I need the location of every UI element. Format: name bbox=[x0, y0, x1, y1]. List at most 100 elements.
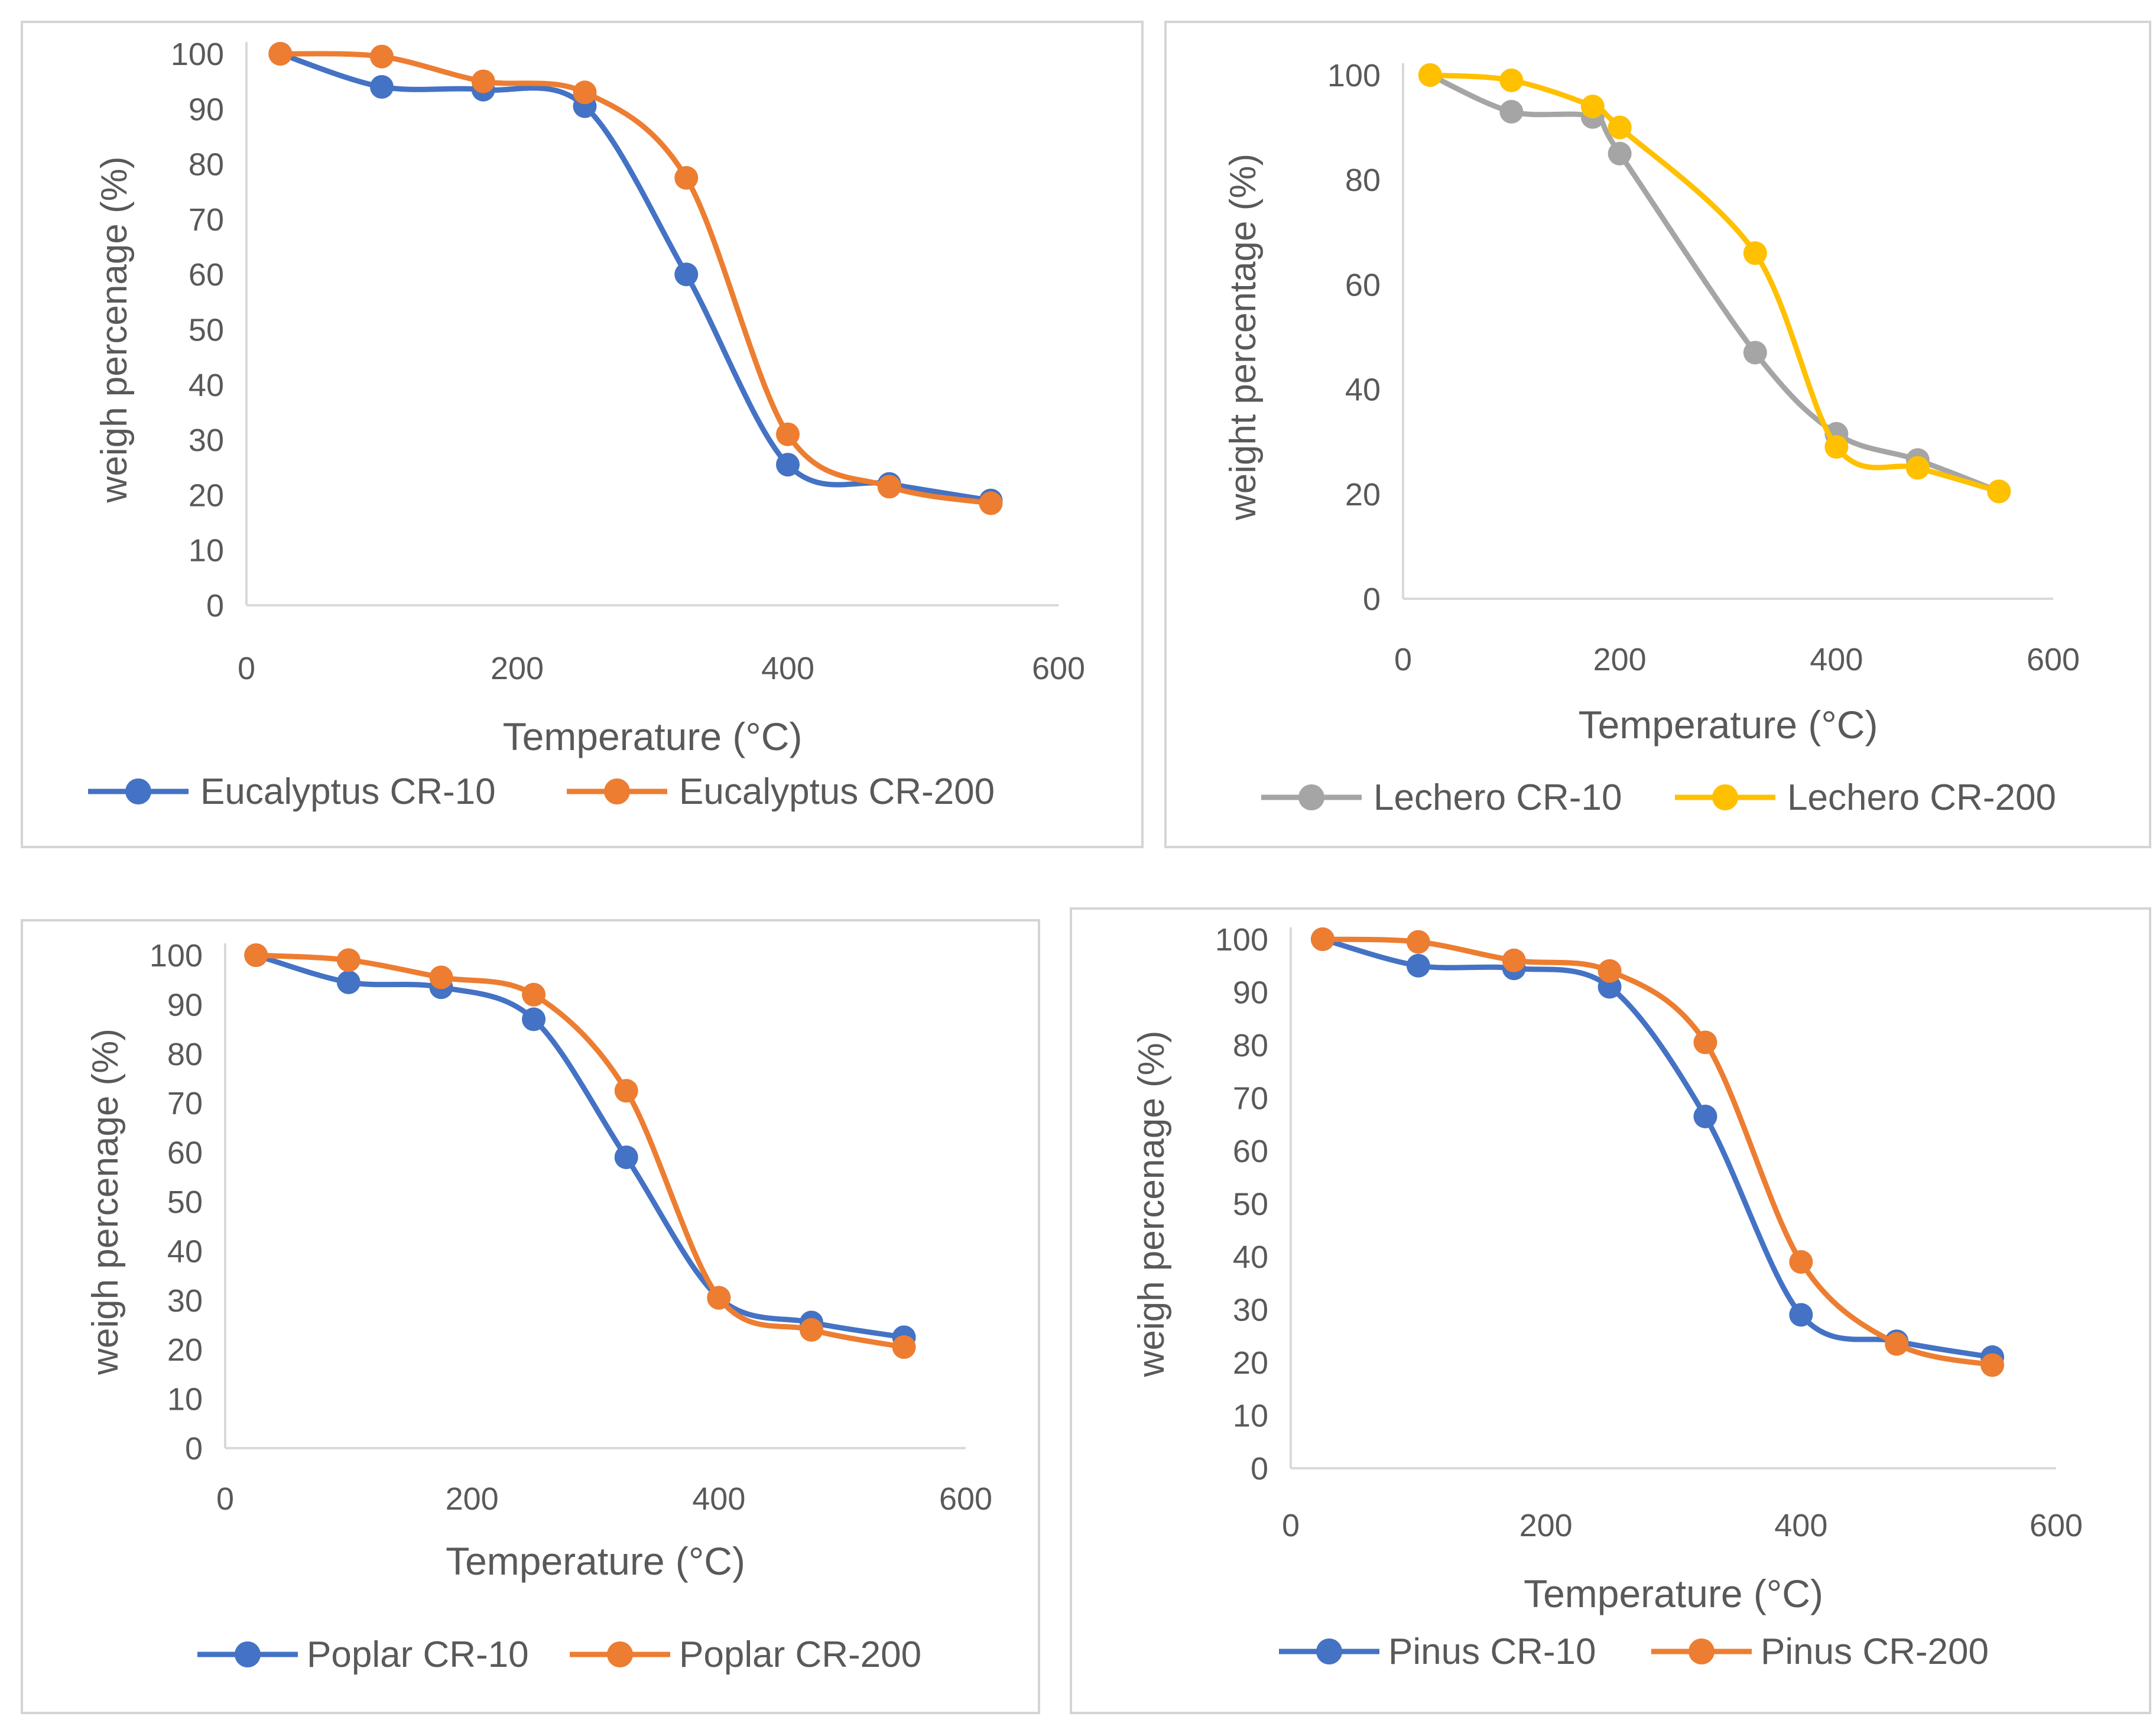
data-point bbox=[370, 44, 394, 69]
y-tick-label: 40 bbox=[1345, 372, 1381, 408]
legend-label: Eucalyptus CR-200 bbox=[679, 771, 995, 812]
data-point bbox=[1608, 141, 1632, 166]
data-point bbox=[1693, 1104, 1717, 1128]
y-tick-label: 50 bbox=[167, 1185, 203, 1220]
legend-label: Eucalyptus CR-10 bbox=[200, 771, 496, 812]
data-point bbox=[1789, 1303, 1813, 1327]
y-tick-label: 10 bbox=[189, 533, 224, 569]
x-tick-label: 0 bbox=[1282, 1508, 1300, 1543]
data-point bbox=[674, 166, 699, 190]
x-tick-label: 400 bbox=[1774, 1508, 1827, 1543]
x-tick-label: 200 bbox=[1519, 1508, 1573, 1543]
y-tick-label: 60 bbox=[1233, 1134, 1268, 1169]
legend-label: Pinus CR-10 bbox=[1388, 1631, 1596, 1672]
data-point bbox=[1499, 100, 1524, 124]
x-tick-label: 400 bbox=[1810, 642, 1863, 677]
legend-marker bbox=[235, 1641, 261, 1667]
data-point bbox=[979, 491, 1003, 515]
y-tick-label: 40 bbox=[189, 368, 224, 403]
x-tick-label: 600 bbox=[2030, 1508, 2083, 1543]
y-tick-label: 80 bbox=[167, 1037, 203, 1072]
y-tick-label: 20 bbox=[1345, 477, 1381, 512]
data-point bbox=[1980, 1353, 2005, 1377]
y-axis-label: weight percentage (%) bbox=[1223, 154, 1264, 521]
data-point bbox=[522, 982, 546, 1007]
y-axis-label: weigh percenage (%) bbox=[1131, 1031, 1172, 1378]
legend-marker bbox=[604, 778, 630, 804]
data-point bbox=[370, 74, 394, 99]
data-point bbox=[1499, 68, 1524, 92]
data-point bbox=[573, 80, 597, 105]
y-tick-label: 30 bbox=[189, 423, 224, 458]
data-point bbox=[877, 475, 901, 499]
x-axis-label: Temperature (°C) bbox=[503, 715, 803, 758]
legend-label: Lechero CR-10 bbox=[1374, 777, 1622, 818]
legend-label: Lechero CR-200 bbox=[1787, 777, 2056, 818]
legend-marker bbox=[1689, 1638, 1715, 1664]
data-point bbox=[1987, 479, 2011, 504]
data-point bbox=[429, 965, 453, 989]
x-tick-label: 200 bbox=[446, 1481, 499, 1517]
chart-pinus: 0 10 20 30 40 50 60 70 80 90 100 0 200 400 600 weigh pe… bbox=[1131, 922, 2083, 1672]
y-tick-label: 70 bbox=[167, 1086, 203, 1121]
y-axis-label: weigh percenage (%) bbox=[85, 1028, 126, 1375]
data-point bbox=[1905, 456, 1930, 480]
x-tick-label: 0 bbox=[216, 1481, 234, 1517]
legend-marker bbox=[607, 1641, 633, 1667]
x-axis-label: Temperature (°C) bbox=[1524, 1572, 1823, 1615]
x-tick-label: 600 bbox=[2027, 642, 2080, 677]
y-tick-label: 0 bbox=[1363, 582, 1381, 617]
legend-marker bbox=[1298, 784, 1324, 810]
data-point bbox=[1789, 1250, 1813, 1274]
y-tick-label: 60 bbox=[1345, 267, 1381, 303]
y-tick-label: 60 bbox=[189, 257, 224, 293]
y-tick-label: 80 bbox=[1233, 1028, 1268, 1063]
legend-label: Pinus CR-200 bbox=[1761, 1631, 1989, 1672]
chart-eucalyptus: 0 10 20 30 40 50 60 70 80 90 100 0 200 400 600 weigh pe… bbox=[88, 37, 1085, 812]
x-tick-label: 0 bbox=[238, 651, 255, 686]
x-tick-label: 600 bbox=[939, 1481, 992, 1517]
data-point bbox=[1418, 63, 1442, 87]
chart-panel-pinus: 0 10 20 30 40 50 60 70 80 90 100 0 200 400 600 weigh pe… bbox=[1070, 907, 2151, 1714]
x-tick-label: 400 bbox=[692, 1481, 745, 1517]
data-point bbox=[336, 948, 361, 972]
x-axis-label: Temperature (°C) bbox=[446, 1539, 745, 1583]
y-tick-label: 70 bbox=[189, 202, 224, 238]
y-tick-label: 50 bbox=[1233, 1187, 1268, 1222]
chart-panel-lechero: 0 20 40 60 80 100 0 200 400 600 weight percentage … bbox=[1164, 21, 2151, 848]
data-point bbox=[1743, 340, 1767, 365]
data-point bbox=[1502, 948, 1526, 972]
y-tick-label: 10 bbox=[1233, 1398, 1268, 1434]
x-tick-label: 400 bbox=[761, 651, 814, 686]
data-point bbox=[1824, 435, 1849, 459]
y-tick-label: 0 bbox=[185, 1431, 203, 1466]
y-axis-label: weigh percenage (%) bbox=[94, 157, 135, 504]
legend-label: Poplar CR-10 bbox=[307, 1634, 529, 1675]
y-tick-label: 40 bbox=[167, 1234, 203, 1269]
y-tick-label: 20 bbox=[167, 1332, 203, 1368]
data-point bbox=[1743, 241, 1767, 265]
y-tick-label: 80 bbox=[1345, 163, 1381, 198]
y-tick-label: 80 bbox=[189, 147, 224, 183]
legend-marker bbox=[1712, 784, 1738, 810]
y-tick-label: 90 bbox=[189, 92, 224, 127]
y-tick-label: 40 bbox=[1233, 1239, 1268, 1275]
data-point bbox=[268, 42, 293, 66]
data-point bbox=[1608, 115, 1632, 139]
data-point bbox=[471, 69, 495, 93]
data-point bbox=[1580, 95, 1605, 119]
y-tick-label: 100 bbox=[1327, 58, 1381, 93]
series-line-poplar-2 bbox=[253, 952, 907, 1350]
series-line-eucalyptus-2 bbox=[277, 51, 993, 506]
data-point bbox=[614, 1079, 638, 1103]
series-line-pinus-1 bbox=[1320, 936, 1995, 1360]
y-tick-label: 30 bbox=[1233, 1293, 1268, 1328]
legend-label: Poplar CR-200 bbox=[679, 1634, 921, 1675]
data-point bbox=[707, 1286, 731, 1310]
y-tick-label: 20 bbox=[189, 478, 224, 513]
x-tick-label: 200 bbox=[1593, 642, 1647, 677]
y-tick-label: 30 bbox=[167, 1283, 203, 1319]
legend-marker bbox=[125, 778, 151, 804]
legend-marker bbox=[1316, 1638, 1342, 1664]
y-tick-label: 90 bbox=[167, 987, 203, 1023]
